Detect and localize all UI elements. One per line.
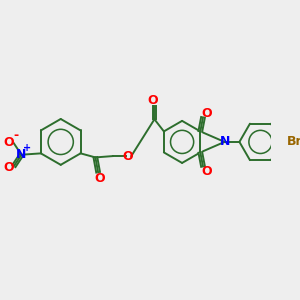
Text: O: O <box>201 107 211 120</box>
Text: Br: Br <box>287 135 300 148</box>
Text: O: O <box>4 136 14 148</box>
Text: -: - <box>14 129 19 142</box>
Text: O: O <box>4 161 14 174</box>
Text: O: O <box>94 172 105 185</box>
Text: N: N <box>16 148 27 161</box>
Text: +: + <box>23 143 32 153</box>
Text: O: O <box>201 164 211 178</box>
Text: O: O <box>122 150 133 163</box>
Text: N: N <box>219 135 230 148</box>
Text: O: O <box>148 94 158 107</box>
